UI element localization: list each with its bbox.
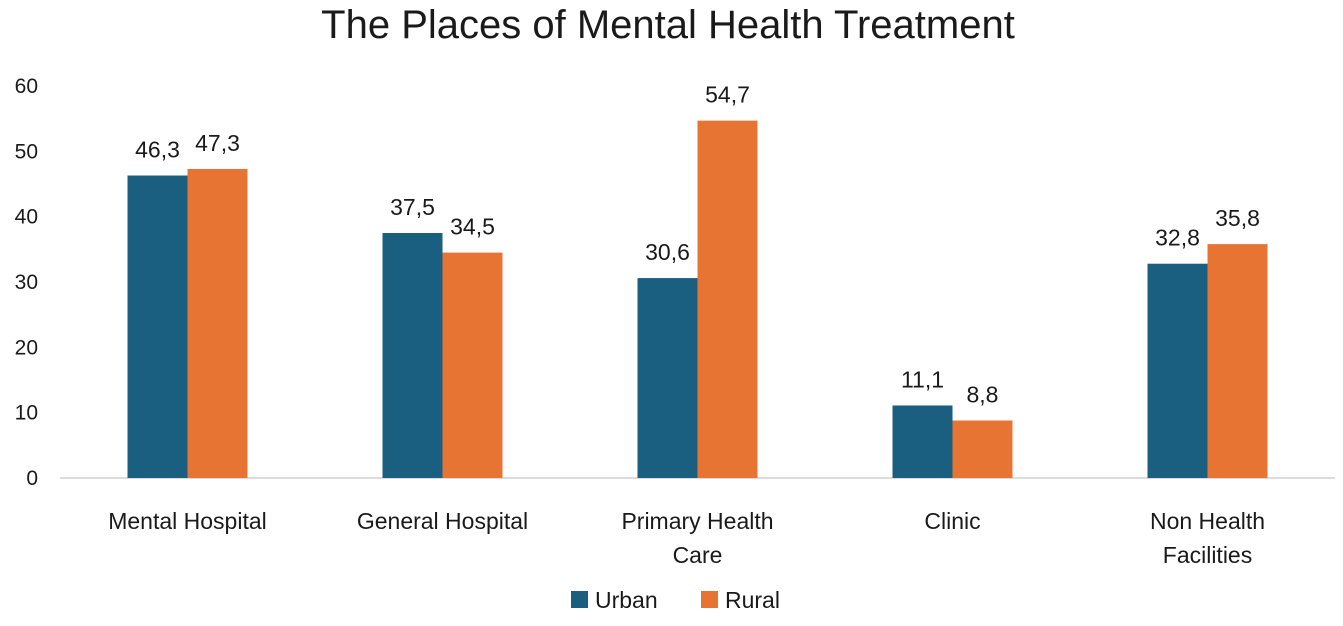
chart-title: The Places of Mental Health Treatment: [321, 3, 1015, 47]
legend-swatch-urban: [571, 591, 588, 608]
data-label-urban: 46,3: [135, 137, 180, 163]
bars: [127, 120, 1268, 479]
y-tick-label: 30: [15, 271, 38, 294]
y-tick-label: 10: [15, 402, 38, 425]
category-label: General Hospital: [357, 508, 528, 534]
category-label: Facilities: [1163, 542, 1252, 568]
data-label-urban: 30,6: [645, 239, 690, 265]
category-label: Non Health: [1150, 508, 1265, 534]
data-label-urban: 37,5: [390, 194, 435, 220]
y-tick-label: 20: [15, 336, 38, 359]
legend-label-urban: Urban: [595, 587, 658, 613]
bar-urban: [892, 405, 953, 478]
category-label: Primary Health: [621, 508, 773, 534]
bar-urban: [1147, 263, 1208, 478]
data-label-urban: 11,1: [901, 366, 944, 392]
category-label: Clinic: [924, 508, 980, 534]
bar-rural: [952, 420, 1013, 478]
legend: Urban Rural: [571, 587, 780, 613]
y-tick-label: 60: [15, 75, 38, 98]
data-label-rural: 34,5: [450, 214, 495, 240]
data-label-rural: 47,3: [195, 130, 240, 156]
bar-urban: [127, 175, 188, 479]
data-label-rural: 35,8: [1215, 205, 1260, 231]
y-tick-label: 0: [26, 467, 38, 490]
bar-rural: [1207, 244, 1268, 478]
category-label: Care: [673, 542, 723, 568]
legend-swatch-rural: [701, 591, 718, 608]
data-label-rural: 54,7: [705, 82, 750, 108]
y-tick-label: 40: [15, 206, 38, 229]
data-label-rural: 8,8: [967, 382, 999, 408]
legend-label-rural: Rural: [725, 587, 780, 613]
y-axis-ticks: 0 10 20 30 40 50 60: [15, 75, 38, 490]
bar-rural: [442, 252, 503, 478]
bar-urban: [382, 233, 443, 478]
y-tick-label: 50: [15, 140, 38, 163]
bar-rural: [697, 120, 758, 479]
bar-urban: [637, 278, 698, 478]
category-labels: Mental Hospital General Hospital Primary H…: [108, 508, 1265, 568]
data-labels: 46,3 47,3 37,5 34,5 30,6 54,7 11,1 8,8 32,8 35,8: [135, 82, 1260, 408]
category-label: Mental Hospital: [108, 508, 267, 534]
data-label-urban: 32,8: [1155, 225, 1200, 251]
bar-rural: [187, 168, 248, 478]
